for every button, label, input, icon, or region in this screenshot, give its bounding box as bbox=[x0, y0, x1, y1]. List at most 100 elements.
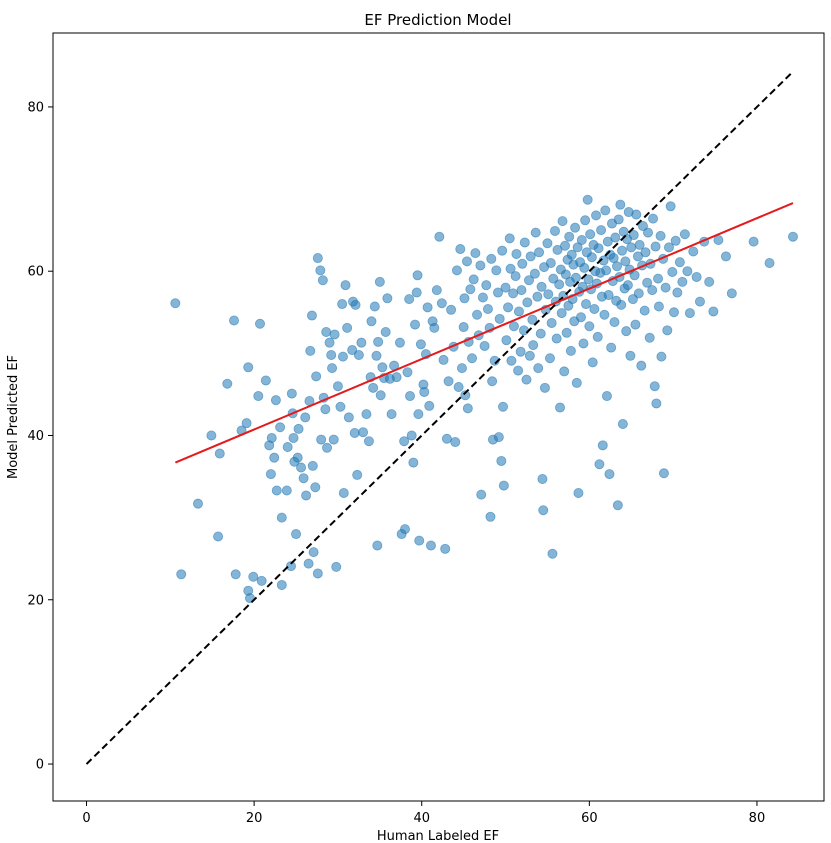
data-point bbox=[413, 409, 424, 420]
data-point bbox=[506, 355, 517, 366]
data-point bbox=[394, 337, 405, 348]
data-point bbox=[684, 308, 695, 319]
data-point bbox=[254, 318, 265, 329]
data-point bbox=[570, 222, 581, 233]
data-point bbox=[369, 301, 380, 312]
data-point bbox=[303, 558, 314, 569]
data-point bbox=[300, 412, 311, 423]
data-point bbox=[285, 561, 296, 572]
data-point bbox=[508, 288, 519, 299]
data-point bbox=[292, 452, 303, 463]
data-point bbox=[494, 313, 505, 324]
data-point bbox=[306, 310, 317, 321]
data-point bbox=[450, 437, 461, 448]
data-point bbox=[613, 214, 624, 225]
data-point bbox=[691, 271, 702, 282]
data-point bbox=[411, 287, 422, 298]
data-point bbox=[368, 382, 379, 393]
data-point bbox=[621, 326, 632, 337]
data-point bbox=[380, 326, 391, 337]
data-point bbox=[586, 252, 597, 263]
data-point bbox=[453, 382, 464, 393]
data-point bbox=[584, 321, 595, 332]
data-point bbox=[342, 322, 353, 333]
data-point bbox=[386, 409, 397, 420]
data-point bbox=[326, 349, 337, 360]
x-tick-label: 80 bbox=[749, 811, 766, 826]
data-point bbox=[399, 524, 410, 535]
data-point bbox=[316, 434, 327, 445]
data-point bbox=[441, 433, 452, 444]
data-point bbox=[487, 376, 498, 387]
data-point bbox=[726, 288, 737, 299]
data-point bbox=[534, 247, 545, 258]
data-point bbox=[405, 391, 416, 402]
data-point bbox=[498, 480, 509, 491]
x-axis-label: Human Labeled EF bbox=[377, 829, 499, 843]
data-point bbox=[266, 432, 277, 443]
data-point bbox=[524, 350, 535, 361]
data-point bbox=[612, 261, 623, 272]
data-point bbox=[554, 279, 565, 290]
data-point bbox=[486, 253, 497, 264]
data-point bbox=[230, 569, 241, 580]
data-point bbox=[603, 290, 614, 301]
data-point bbox=[504, 233, 515, 244]
data-point bbox=[650, 241, 661, 252]
data-point bbox=[599, 309, 610, 320]
data-point bbox=[335, 401, 346, 412]
data-point bbox=[322, 442, 333, 453]
data-point bbox=[503, 302, 514, 313]
data-point bbox=[637, 221, 648, 232]
data-point bbox=[647, 285, 658, 296]
data-point bbox=[565, 345, 576, 356]
data-point bbox=[505, 263, 516, 274]
data-point bbox=[311, 371, 322, 382]
data-point bbox=[617, 245, 628, 256]
x-tick-label: 20 bbox=[246, 811, 263, 826]
identity-line bbox=[85, 70, 794, 765]
data-point bbox=[519, 237, 530, 248]
data-point bbox=[622, 280, 633, 291]
data-point bbox=[352, 469, 363, 480]
data-point bbox=[343, 412, 354, 423]
data-point bbox=[467, 353, 478, 364]
data-point bbox=[404, 294, 415, 305]
data-point bbox=[679, 229, 690, 240]
data-point bbox=[353, 349, 364, 360]
data-point bbox=[639, 305, 650, 316]
data-point bbox=[704, 276, 715, 287]
data-point bbox=[419, 386, 430, 397]
data-point bbox=[592, 331, 603, 342]
data-point bbox=[414, 535, 425, 546]
data-point bbox=[431, 285, 442, 296]
data-point bbox=[366, 316, 377, 327]
data-point bbox=[481, 280, 492, 291]
data-point bbox=[560, 240, 571, 251]
data-point bbox=[206, 430, 217, 441]
data-point bbox=[616, 299, 627, 310]
data-point bbox=[497, 245, 508, 256]
data-point bbox=[601, 265, 612, 276]
data-point bbox=[282, 441, 293, 452]
y-axis-label: Model Predicted EF bbox=[6, 355, 21, 479]
data-point bbox=[552, 244, 563, 255]
data-point bbox=[518, 325, 529, 336]
data-point bbox=[402, 367, 413, 378]
data-point bbox=[327, 363, 338, 374]
data-point bbox=[662, 325, 673, 336]
data-point bbox=[521, 374, 532, 385]
data-point bbox=[328, 434, 339, 445]
data-point bbox=[615, 199, 626, 210]
data-point bbox=[508, 321, 519, 332]
data-point bbox=[606, 342, 617, 353]
data-point bbox=[510, 271, 521, 282]
y-tick-label: 20 bbox=[27, 593, 44, 608]
x-axis-ticks: 0 20 40 60 80 bbox=[82, 801, 765, 826]
data-point bbox=[634, 239, 645, 250]
data-point bbox=[516, 285, 527, 296]
data-point bbox=[337, 299, 348, 310]
data-point bbox=[561, 327, 572, 338]
data-point bbox=[513, 306, 524, 317]
data-point bbox=[276, 579, 287, 590]
